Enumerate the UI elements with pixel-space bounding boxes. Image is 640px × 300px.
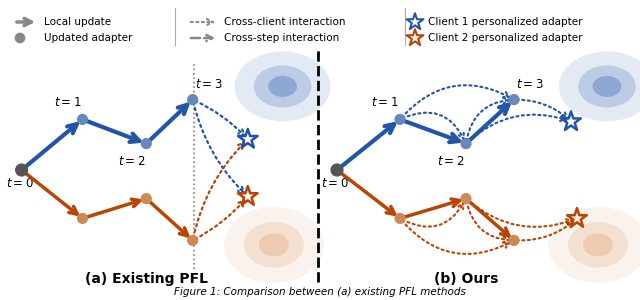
- Point: [17, 168, 27, 172]
- Point: [15, 36, 25, 40]
- Ellipse shape: [568, 222, 628, 268]
- Ellipse shape: [268, 76, 297, 97]
- Point: [410, 20, 420, 24]
- Text: $t=3$: $t=3$: [516, 78, 543, 91]
- Text: Local update: Local update: [44, 17, 111, 27]
- Point: [77, 117, 88, 122]
- Point: [566, 119, 576, 124]
- Point: [332, 168, 342, 172]
- Point: [395, 117, 405, 122]
- Point: [509, 97, 519, 102]
- Text: $t=3$: $t=3$: [195, 78, 222, 91]
- Point: [141, 141, 152, 146]
- Point: [243, 194, 253, 199]
- Ellipse shape: [224, 207, 324, 283]
- Text: Figure 1: Comparison between (a) existing PFL methods: Figure 1: Comparison between (a) existin…: [174, 287, 466, 297]
- Point: [188, 97, 198, 102]
- Ellipse shape: [235, 51, 331, 122]
- Text: (a) Existing PFL: (a) Existing PFL: [84, 272, 208, 286]
- Text: Client 2 personalized adapter: Client 2 personalized adapter: [428, 33, 582, 43]
- Ellipse shape: [254, 65, 312, 107]
- Point: [188, 238, 198, 243]
- Ellipse shape: [548, 207, 640, 283]
- Point: [461, 141, 471, 146]
- Ellipse shape: [593, 76, 621, 97]
- Ellipse shape: [583, 233, 613, 256]
- Text: Cross-client interaction: Cross-client interaction: [224, 17, 346, 27]
- Text: Cross-step interaction: Cross-step interaction: [224, 33, 339, 43]
- Text: $t=0$: $t=0$: [6, 177, 34, 190]
- Point: [509, 238, 519, 243]
- Text: $t=2$: $t=2$: [437, 155, 465, 168]
- Point: [395, 216, 405, 221]
- Point: [461, 196, 471, 201]
- Point: [243, 137, 253, 142]
- Text: Updated adapter: Updated adapter: [44, 33, 132, 43]
- Ellipse shape: [244, 222, 304, 268]
- Text: (b) Ours: (b) Ours: [434, 272, 498, 286]
- Ellipse shape: [559, 51, 640, 122]
- Text: $t=1$: $t=1$: [371, 96, 399, 109]
- Point: [410, 36, 420, 40]
- Point: [77, 216, 88, 221]
- Text: $t=1$: $t=1$: [54, 96, 82, 109]
- Ellipse shape: [259, 233, 289, 256]
- Text: Client 1 personalized adapter: Client 1 personalized adapter: [428, 17, 582, 27]
- Text: $t=2$: $t=2$: [118, 155, 145, 168]
- Point: [572, 216, 582, 221]
- Text: $t=0$: $t=0$: [321, 177, 349, 190]
- Point: [141, 196, 152, 201]
- Ellipse shape: [578, 65, 636, 107]
